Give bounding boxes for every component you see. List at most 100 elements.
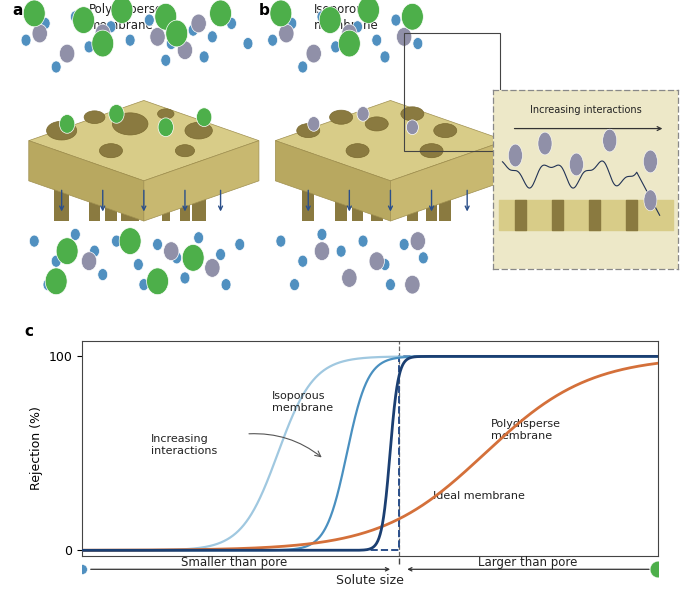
Circle shape bbox=[342, 269, 357, 287]
Circle shape bbox=[413, 38, 423, 50]
Bar bbox=[162, 119, 170, 221]
Circle shape bbox=[401, 4, 423, 30]
Circle shape bbox=[643, 150, 658, 173]
Circle shape bbox=[306, 44, 321, 63]
Circle shape bbox=[95, 24, 110, 43]
Bar bbox=[404, 33, 500, 151]
Ellipse shape bbox=[47, 121, 77, 140]
Ellipse shape bbox=[84, 111, 105, 124]
Circle shape bbox=[405, 275, 420, 294]
Circle shape bbox=[145, 14, 154, 26]
Ellipse shape bbox=[329, 110, 353, 124]
Circle shape bbox=[51, 61, 61, 73]
Circle shape bbox=[155, 4, 177, 30]
Circle shape bbox=[90, 245, 99, 257]
Circle shape bbox=[391, 14, 401, 26]
Ellipse shape bbox=[158, 109, 174, 119]
Circle shape bbox=[112, 235, 121, 247]
Circle shape bbox=[338, 30, 360, 57]
Circle shape bbox=[314, 242, 329, 261]
Circle shape bbox=[180, 272, 190, 284]
Circle shape bbox=[51, 255, 61, 267]
Bar bbox=[54, 140, 69, 221]
Circle shape bbox=[153, 239, 162, 251]
Bar bbox=[192, 139, 206, 221]
Bar bbox=[121, 135, 139, 221]
Ellipse shape bbox=[175, 145, 195, 157]
Text: Isoporous
membrane: Isoporous membrane bbox=[314, 4, 379, 32]
Circle shape bbox=[208, 31, 217, 43]
Ellipse shape bbox=[365, 117, 388, 131]
Ellipse shape bbox=[346, 144, 369, 158]
Circle shape bbox=[92, 30, 114, 57]
Bar bbox=[89, 124, 100, 221]
Ellipse shape bbox=[434, 124, 457, 138]
Circle shape bbox=[98, 269, 108, 280]
Text: Polydisperse
membrane: Polydisperse membrane bbox=[89, 4, 163, 32]
Circle shape bbox=[139, 279, 149, 291]
Circle shape bbox=[406, 120, 419, 135]
Circle shape bbox=[317, 228, 327, 240]
Circle shape bbox=[43, 279, 53, 291]
Circle shape bbox=[197, 108, 212, 127]
Text: b: b bbox=[259, 4, 270, 19]
Circle shape bbox=[357, 106, 369, 121]
Ellipse shape bbox=[401, 107, 424, 121]
Circle shape bbox=[71, 228, 80, 240]
Circle shape bbox=[158, 118, 173, 136]
Text: Smaller than pore: Smaller than pore bbox=[181, 556, 287, 569]
Polygon shape bbox=[275, 141, 390, 221]
Circle shape bbox=[60, 44, 75, 63]
Text: Ideal membrane: Ideal membrane bbox=[433, 491, 525, 501]
Bar bbox=[180, 157, 190, 221]
Text: Increasing
interactions: Increasing interactions bbox=[151, 434, 218, 456]
Circle shape bbox=[345, 269, 354, 280]
Circle shape bbox=[358, 0, 379, 23]
Circle shape bbox=[298, 255, 308, 267]
Circle shape bbox=[166, 38, 176, 50]
Text: Solute size: Solute size bbox=[336, 575, 404, 587]
Circle shape bbox=[45, 268, 67, 295]
Circle shape bbox=[56, 238, 78, 264]
Bar bbox=[371, 131, 382, 221]
Circle shape bbox=[270, 0, 292, 27]
Circle shape bbox=[177, 41, 192, 60]
Polygon shape bbox=[275, 100, 506, 181]
Circle shape bbox=[569, 153, 584, 176]
Circle shape bbox=[125, 34, 135, 46]
Text: a: a bbox=[12, 4, 23, 19]
Circle shape bbox=[308, 117, 320, 132]
Circle shape bbox=[73, 7, 95, 33]
Text: Increasing interactions: Increasing interactions bbox=[530, 105, 642, 115]
Circle shape bbox=[40, 17, 50, 29]
Circle shape bbox=[508, 144, 523, 167]
Polygon shape bbox=[390, 141, 506, 221]
Circle shape bbox=[60, 115, 75, 133]
Circle shape bbox=[227, 17, 236, 29]
Circle shape bbox=[317, 11, 327, 23]
Ellipse shape bbox=[185, 122, 212, 139]
Circle shape bbox=[205, 258, 220, 277]
Circle shape bbox=[298, 61, 308, 73]
Circle shape bbox=[23, 0, 45, 27]
Circle shape bbox=[109, 105, 124, 123]
Circle shape bbox=[147, 268, 169, 295]
Bar bbox=[440, 138, 451, 221]
Circle shape bbox=[644, 190, 657, 210]
Circle shape bbox=[216, 249, 225, 261]
Text: c: c bbox=[25, 324, 34, 338]
Text: Polydisperse
membrane: Polydisperse membrane bbox=[490, 419, 561, 441]
Polygon shape bbox=[29, 100, 259, 181]
Circle shape bbox=[32, 24, 47, 43]
Circle shape bbox=[235, 239, 245, 251]
Circle shape bbox=[191, 14, 206, 33]
Circle shape bbox=[397, 28, 412, 46]
Circle shape bbox=[353, 21, 362, 33]
Bar bbox=[407, 121, 418, 221]
Circle shape bbox=[221, 279, 231, 291]
Bar bbox=[105, 158, 116, 221]
Circle shape bbox=[419, 252, 428, 264]
Circle shape bbox=[372, 34, 382, 46]
Circle shape bbox=[603, 129, 616, 152]
Circle shape bbox=[29, 235, 39, 247]
